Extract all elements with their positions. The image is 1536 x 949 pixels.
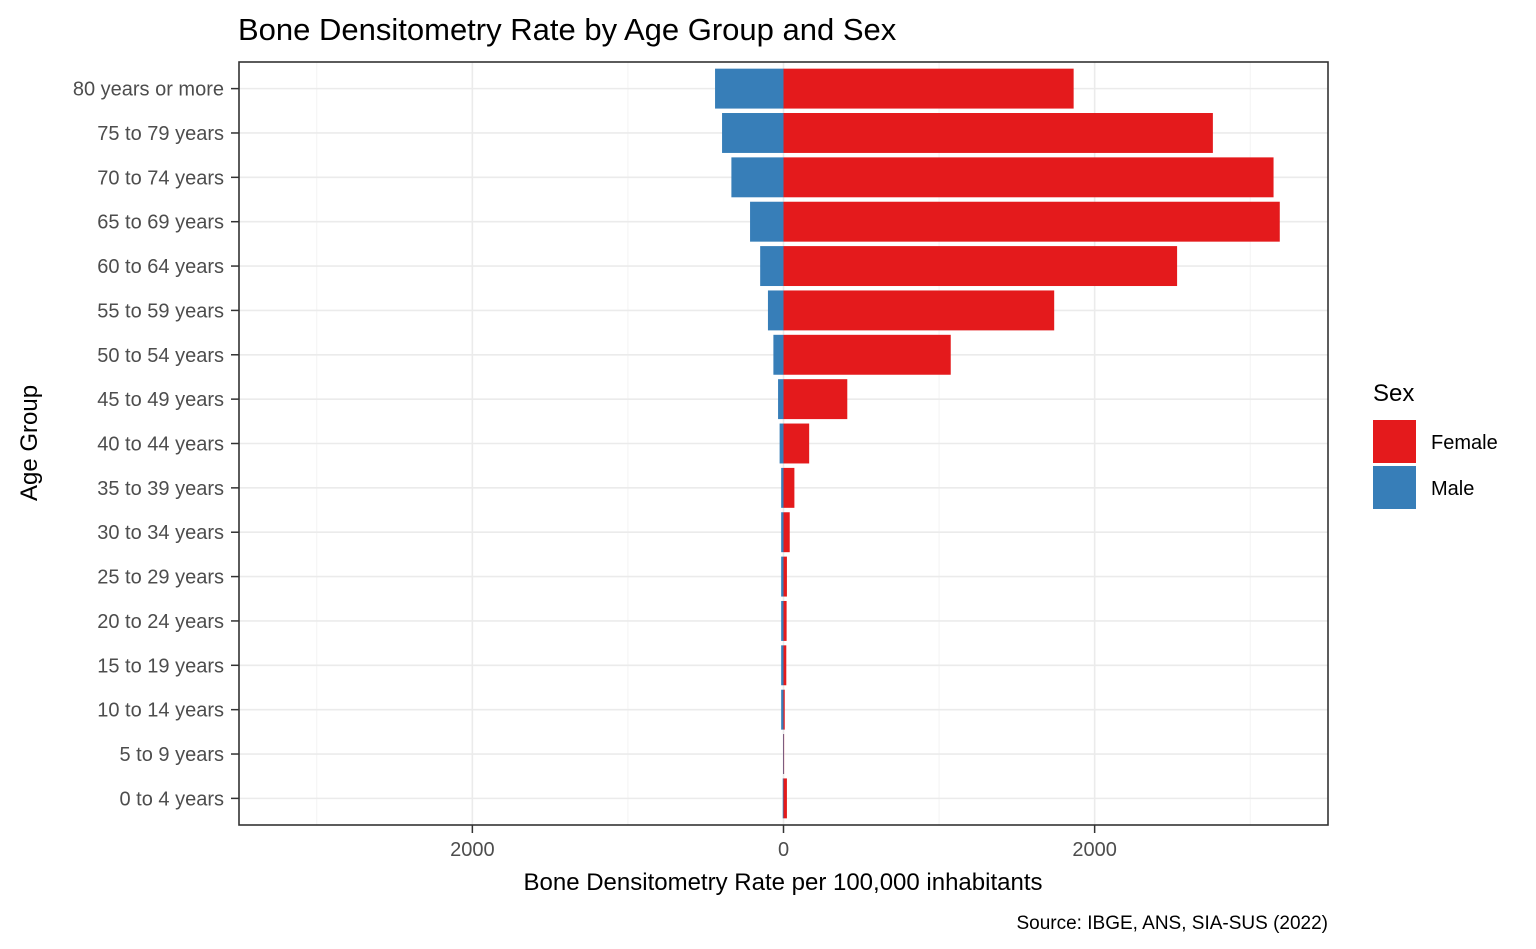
x-axis-title: Bone Densitometry Rate per 100,000 inhab…: [524, 869, 1043, 896]
bar-male-7: [781, 512, 784, 553]
bar-female-15: [783, 157, 1274, 198]
y-tick-label: 25 to 29 years: [97, 567, 224, 589]
y-tick-label: 10 to 14 years: [97, 700, 224, 722]
bar-female-12: [783, 290, 1055, 331]
y-tick-label: 70 to 74 years: [97, 167, 224, 189]
bar-male-12: [767, 290, 784, 331]
y-tick-label: 55 to 59 years: [97, 300, 224, 322]
bar-female-3: [783, 689, 785, 730]
bar-male-2: [783, 734, 784, 774]
x-axis: 2000 0 2000: [450, 825, 1117, 861]
bar-female-17: [783, 68, 1074, 109]
bar-male-9: [779, 423, 784, 464]
y-tick-label: 75 to 79 years: [97, 123, 224, 145]
y-tick-label: 15 to 19 years: [97, 655, 224, 677]
bar-female-13: [783, 246, 1178, 287]
source-caption: Source: IBGE, ANS, SIA-SUS (2022): [1016, 913, 1328, 934]
legend-label-female: Female: [1431, 432, 1498, 454]
legend: Sex Female Male: [1373, 380, 1498, 509]
y-tick-label: 60 to 64 years: [97, 256, 224, 278]
bar-female-16: [783, 113, 1213, 153]
y-tick-label: 35 to 39 years: [97, 478, 224, 500]
bar-male-16: [722, 113, 784, 153]
bar-female-10: [783, 379, 848, 420]
y-tick-label: 50 to 54 years: [97, 345, 224, 367]
bar-female-11: [783, 334, 951, 375]
bar-female-4: [783, 645, 787, 686]
bar-male-14: [750, 201, 784, 242]
legend-key-female: [1373, 420, 1416, 463]
y-axis: 0 to 4 years 5 to 9 years 10 to 14 years 15…: [73, 79, 239, 810]
bar-male-17: [715, 68, 784, 109]
y-axis-title: Age Group: [16, 385, 43, 501]
bar-male-15: [731, 157, 784, 198]
bar-male-1: [782, 778, 784, 819]
legend-key-male: [1373, 466, 1416, 509]
y-tick-label: 30 to 34 years: [97, 522, 224, 544]
bar-male-6: [781, 556, 784, 597]
bar-male-11: [773, 334, 784, 375]
bar-male-10: [778, 379, 784, 420]
x-tick-label: 0: [778, 839, 789, 861]
y-tick-label: 40 to 44 years: [97, 434, 224, 456]
y-tick-label: 0 to 4 years: [119, 788, 224, 810]
bar-female-1: [783, 778, 787, 819]
bar-female-2: [783, 734, 785, 774]
y-tick-label: 20 to 24 years: [97, 611, 224, 633]
y-tick-label: 5 to 9 years: [119, 744, 224, 766]
bar-female-14: [783, 201, 1280, 242]
bar-male-8: [781, 467, 784, 508]
y-tick-label: 80 years or more: [73, 79, 224, 101]
x-tick-label: 2000: [1072, 839, 1117, 861]
y-tick-label: 65 to 69 years: [97, 212, 224, 234]
bar-female-7: [783, 512, 790, 553]
x-tick-label: 2000: [450, 839, 495, 861]
bar-male-3: [781, 689, 784, 730]
bar-male-4: [781, 645, 784, 686]
bar-female-9: [783, 423, 810, 464]
bar-female-5: [783, 600, 787, 641]
bar-female-8: [783, 467, 795, 508]
bar-male-5: [781, 600, 784, 641]
bars: [715, 68, 1280, 819]
y-tick-label: 45 to 49 years: [97, 389, 224, 411]
bar-female-6: [783, 556, 787, 597]
legend-title: Sex: [1373, 380, 1414, 407]
bar-male-13: [760, 246, 784, 287]
legend-label-male: Male: [1431, 478, 1474, 500]
chart-title: Bone Densitometry Rate by Age Group and …: [238, 12, 897, 47]
